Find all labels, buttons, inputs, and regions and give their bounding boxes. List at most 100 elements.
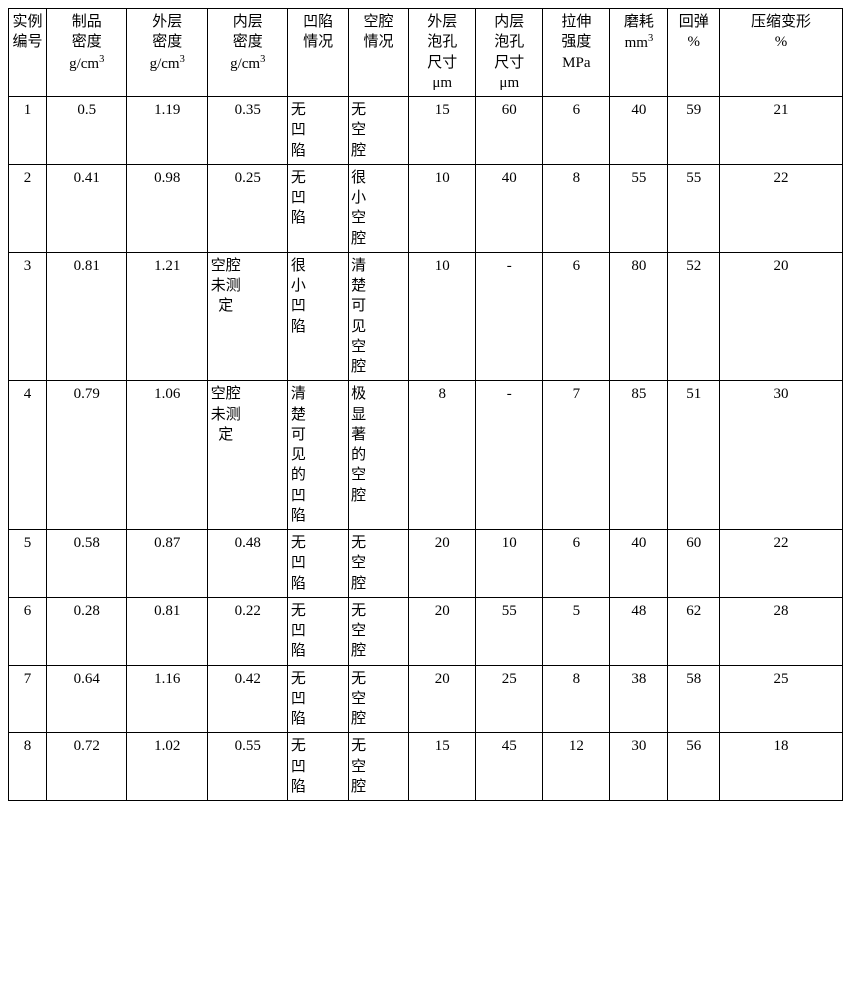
cell-dent: 清楚可见的凹陷 (288, 381, 348, 530)
cell-idens: 空腔未测定 (207, 252, 287, 381)
cell-od: 0.98 (127, 164, 207, 252)
cell-wear: 85 (610, 381, 668, 530)
col-header-dent: 凹陷情况 (288, 9, 348, 97)
table-row: 30.811.21空腔未测定很小凹陷清楚可见空腔10-6805220 (9, 252, 843, 381)
cell-cavity: 无空腔 (348, 597, 408, 665)
table-row: 60.280.810.22无凹陷无空腔20555486228 (9, 597, 843, 665)
cell-id: 2 (9, 164, 47, 252)
cell-id: 6 (9, 597, 47, 665)
cell-opore: 20 (409, 597, 476, 665)
cell-wear: 38 (610, 665, 668, 733)
cell-wear: 80 (610, 252, 668, 381)
col-header-cavity: 空腔情况 (348, 9, 408, 97)
cell-density: 0.41 (47, 164, 127, 252)
table-header-row: 实例编号制品密度g/cm3外层密度g/cm3内层密度g/cm3凹陷情况空腔情况外… (9, 9, 843, 97)
cell-tensile: 7 (543, 381, 610, 530)
cell-compset: 21 (719, 97, 842, 165)
cell-ipore: - (476, 381, 543, 530)
cell-ipore: 45 (476, 733, 543, 801)
cell-rebound: 55 (668, 164, 719, 252)
cell-cavity: 无空腔 (348, 97, 408, 165)
cell-opore: 15 (409, 733, 476, 801)
cell-tensile: 6 (543, 252, 610, 381)
cell-wear: 40 (610, 530, 668, 598)
table-row: 80.721.020.55无凹陷无空腔154512305618 (9, 733, 843, 801)
col-header-od: 外层密度g/cm3 (127, 9, 207, 97)
cell-opore: 8 (409, 381, 476, 530)
cell-rebound: 56 (668, 733, 719, 801)
cell-density: 0.81 (47, 252, 127, 381)
cell-cavity: 清楚可见空腔 (348, 252, 408, 381)
cell-ipore: 25 (476, 665, 543, 733)
cell-id: 3 (9, 252, 47, 381)
cell-opore: 10 (409, 164, 476, 252)
cell-compset: 25 (719, 665, 842, 733)
cell-od: 1.06 (127, 381, 207, 530)
cell-density: 0.58 (47, 530, 127, 598)
col-header-id: 实例编号 (9, 9, 47, 97)
cell-od: 0.87 (127, 530, 207, 598)
cell-od: 1.16 (127, 665, 207, 733)
cell-compset: 28 (719, 597, 842, 665)
cell-rebound: 62 (668, 597, 719, 665)
cell-ipore: - (476, 252, 543, 381)
cell-cavity: 无空腔 (348, 733, 408, 801)
cell-density: 0.28 (47, 597, 127, 665)
cell-compset: 22 (719, 164, 842, 252)
cell-tensile: 6 (543, 97, 610, 165)
cell-id: 8 (9, 733, 47, 801)
col-header-ipore: 内层泡孔尺寸μm (476, 9, 543, 97)
cell-rebound: 60 (668, 530, 719, 598)
cell-opore: 20 (409, 530, 476, 598)
cell-od: 0.81 (127, 597, 207, 665)
cell-dent: 无凹陷 (288, 733, 348, 801)
cell-wear: 55 (610, 164, 668, 252)
cell-density: 0.72 (47, 733, 127, 801)
cell-wear: 30 (610, 733, 668, 801)
cell-rebound: 51 (668, 381, 719, 530)
cell-wear: 48 (610, 597, 668, 665)
cell-tensile: 12 (543, 733, 610, 801)
cell-cavity: 无空腔 (348, 530, 408, 598)
cell-cavity: 很小空腔 (348, 164, 408, 252)
cell-density: 0.64 (47, 665, 127, 733)
table-row: 70.641.160.42无凹陷无空腔20258385825 (9, 665, 843, 733)
cell-opore: 20 (409, 665, 476, 733)
table-row: 50.580.870.48无凹陷无空腔20106406022 (9, 530, 843, 598)
cell-ipore: 10 (476, 530, 543, 598)
cell-rebound: 58 (668, 665, 719, 733)
cell-cavity: 极显著的空腔 (348, 381, 408, 530)
cell-dent: 很小凹陷 (288, 252, 348, 381)
col-header-opore: 外层泡孔尺寸μm (409, 9, 476, 97)
col-header-compset: 压缩变形% (719, 9, 842, 97)
cell-compset: 18 (719, 733, 842, 801)
cell-idens: 0.22 (207, 597, 287, 665)
cell-density: 0.79 (47, 381, 127, 530)
cell-opore: 10 (409, 252, 476, 381)
table-row: 40.791.06空腔未测定清楚可见的凹陷极显著的空腔8-7855130 (9, 381, 843, 530)
cell-id: 4 (9, 381, 47, 530)
table-body: 10.51.190.35无凹陷无空腔1560640592120.410.980.… (9, 97, 843, 801)
cell-dent: 无凹陷 (288, 164, 348, 252)
table-row: 20.410.980.25无凹陷很小空腔10408555522 (9, 164, 843, 252)
cell-ipore: 55 (476, 597, 543, 665)
cell-idens: 0.55 (207, 733, 287, 801)
data-table: 实例编号制品密度g/cm3外层密度g/cm3内层密度g/cm3凹陷情况空腔情况外… (8, 8, 843, 801)
col-header-tensile: 拉伸强度MPa (543, 9, 610, 97)
col-header-idens: 内层密度g/cm3 (207, 9, 287, 97)
cell-id: 7 (9, 665, 47, 733)
cell-dent: 无凹陷 (288, 597, 348, 665)
cell-ipore: 60 (476, 97, 543, 165)
cell-dent: 无凹陷 (288, 97, 348, 165)
cell-opore: 15 (409, 97, 476, 165)
cell-idens: 0.35 (207, 97, 287, 165)
cell-tensile: 8 (543, 164, 610, 252)
cell-rebound: 59 (668, 97, 719, 165)
cell-tensile: 5 (543, 597, 610, 665)
cell-idens: 0.42 (207, 665, 287, 733)
table-row: 10.51.190.35无凹陷无空腔15606405921 (9, 97, 843, 165)
cell-idens: 空腔未测定 (207, 381, 287, 530)
cell-id: 5 (9, 530, 47, 598)
cell-cavity: 无空腔 (348, 665, 408, 733)
col-header-wear: 磨耗mm3 (610, 9, 668, 97)
